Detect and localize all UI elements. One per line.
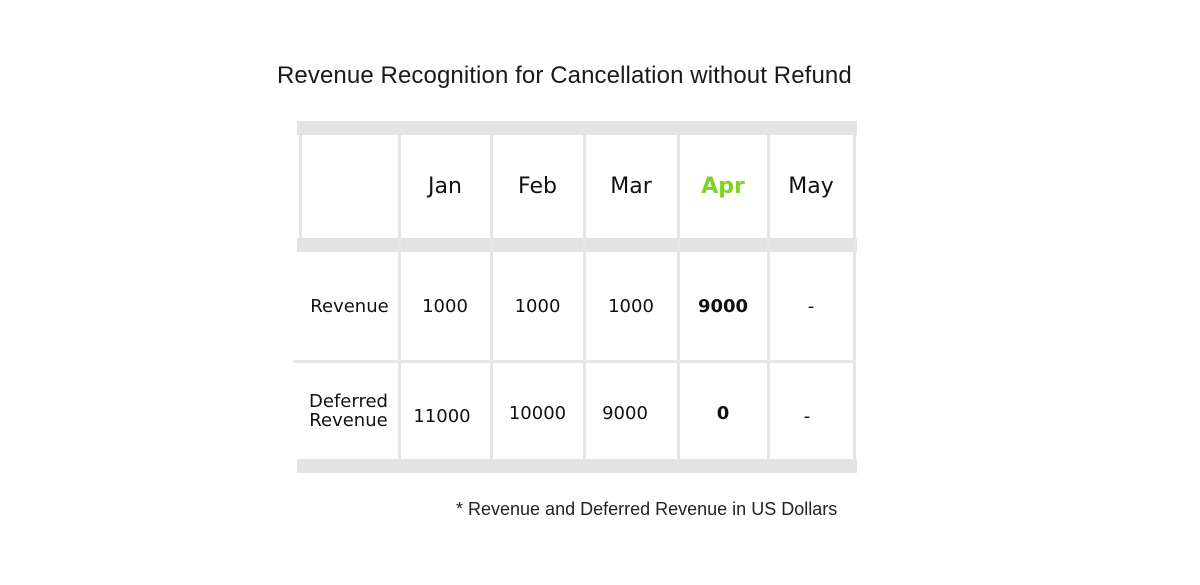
table-cell: 1000 — [422, 295, 468, 317]
header-mar: Mar — [610, 174, 652, 199]
row-label-revenue: Revenue — [310, 295, 389, 317]
row-label-line: Deferred — [309, 391, 388, 412]
table-cell: 10000 — [508, 402, 567, 424]
header-feb: Feb — [518, 174, 557, 199]
grid-line — [490, 135, 493, 459]
grid-line — [583, 135, 586, 459]
row-label-line: Revenue — [309, 410, 388, 431]
grid-line — [299, 135, 302, 238]
table-cell: 9000 — [602, 402, 648, 424]
table-cell-highlight: 0 — [716, 402, 730, 424]
table-cell-highlight: 9000 — [697, 295, 749, 317]
table-cell: - — [803, 405, 811, 427]
grid-line — [853, 135, 856, 459]
table-cell: 1000 — [608, 295, 654, 317]
row-separator — [293, 360, 856, 363]
header-apr: Apr — [701, 174, 745, 199]
table-bottom-band — [297, 459, 857, 473]
grid-line — [398, 135, 401, 459]
grid-line — [767, 135, 770, 459]
table-cell: 1000 — [514, 295, 561, 317]
table-header-band — [297, 238, 857, 252]
table-top-band — [297, 121, 857, 135]
revenue-table: Jan Feb Mar Apr May Revenue 1000 1000 10… — [293, 121, 857, 473]
table-cell: - — [807, 295, 815, 317]
table-cell: 11000 — [413, 405, 471, 427]
row-label-deferred-revenue: Deferred Revenue — [297, 363, 400, 459]
page-title: Revenue Recognition for Cancellation wit… — [277, 62, 852, 89]
footnote: * Revenue and Deferred Revenue in US Dol… — [456, 499, 838, 519]
grid-line — [677, 135, 680, 459]
header-may: May — [788, 174, 834, 199]
header-jan: Jan — [428, 174, 462, 199]
